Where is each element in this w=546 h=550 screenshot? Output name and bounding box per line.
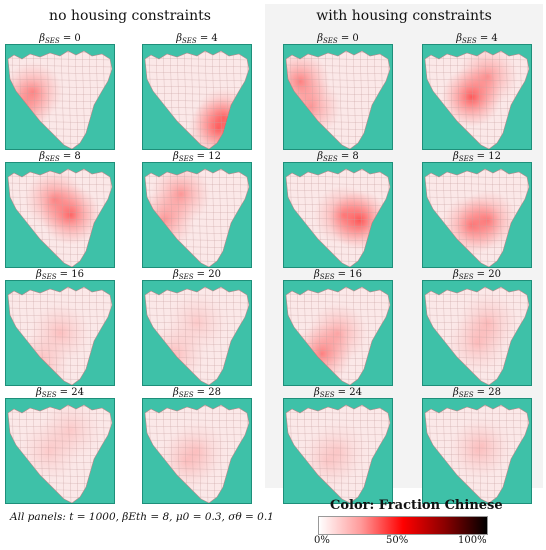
map-no-constraints-beta-12 bbox=[142, 162, 252, 268]
panel-label-no-constraints-beta-8: βSES = 8 bbox=[39, 151, 81, 163]
panel-label-with-constraints-beta-24: βSES = 24 bbox=[314, 387, 362, 399]
map-with-constraints-beta-28 bbox=[422, 398, 532, 504]
panel-label-no-constraints-beta-16: βSES = 16 bbox=[36, 269, 84, 281]
group-title-with-constraints: with housing constraints bbox=[316, 8, 492, 24]
panel-label-with-constraints-beta-28: βSES = 28 bbox=[453, 387, 501, 399]
panel-label-with-constraints-beta-8: βSES = 8 bbox=[317, 151, 359, 163]
panel-label-no-constraints-beta-12: βSES = 12 bbox=[173, 151, 221, 163]
panel-label-no-constraints-beta-20: βSES = 20 bbox=[173, 269, 221, 281]
panel-label-with-constraints-beta-4: βSES = 4 bbox=[456, 33, 498, 45]
panel-label-no-constraints-beta-24: βSES = 24 bbox=[36, 387, 84, 399]
map-no-constraints-beta-4 bbox=[142, 44, 252, 150]
map-no-constraints-beta-28 bbox=[142, 398, 252, 504]
colorbar bbox=[318, 516, 488, 535]
map-with-constraints-beta-0 bbox=[283, 44, 393, 150]
group-title-no-constraints: no housing constraints bbox=[49, 8, 211, 24]
map-no-constraints-beta-20 bbox=[142, 280, 252, 386]
legend-tick-0: 0% bbox=[314, 535, 330, 546]
legend-tick-100: 100% bbox=[458, 535, 487, 546]
panel-label-with-constraints-beta-16: βSES = 16 bbox=[314, 269, 362, 281]
map-no-constraints-beta-24 bbox=[5, 398, 115, 504]
panel-label-no-constraints-beta-28: βSES = 28 bbox=[173, 387, 221, 399]
map-with-constraints-beta-24 bbox=[283, 398, 393, 504]
map-with-constraints-beta-4 bbox=[422, 44, 532, 150]
panel-label-no-constraints-beta-0: βSES = 0 bbox=[39, 33, 81, 45]
legend-tick-50: 50% bbox=[386, 535, 409, 546]
legend-title: Color: Fraction Chinese bbox=[330, 498, 503, 513]
caption: All panels: t = 1000, βEth = 8, μ0 = 0.3… bbox=[10, 511, 274, 523]
panel-label-no-constraints-beta-4: βSES = 4 bbox=[176, 33, 218, 45]
map-no-constraints-beta-16 bbox=[5, 280, 115, 386]
panel-label-with-constraints-beta-20: βSES = 20 bbox=[453, 269, 501, 281]
map-with-constraints-beta-20 bbox=[422, 280, 532, 386]
map-with-constraints-beta-8 bbox=[283, 162, 393, 268]
panel-label-with-constraints-beta-0: βSES = 0 bbox=[317, 33, 359, 45]
map-no-constraints-beta-8 bbox=[5, 162, 115, 268]
map-with-constraints-beta-16 bbox=[283, 280, 393, 386]
panel-label-with-constraints-beta-12: βSES = 12 bbox=[453, 151, 501, 163]
map-no-constraints-beta-0 bbox=[5, 44, 115, 150]
map-with-constraints-beta-12 bbox=[422, 162, 532, 268]
